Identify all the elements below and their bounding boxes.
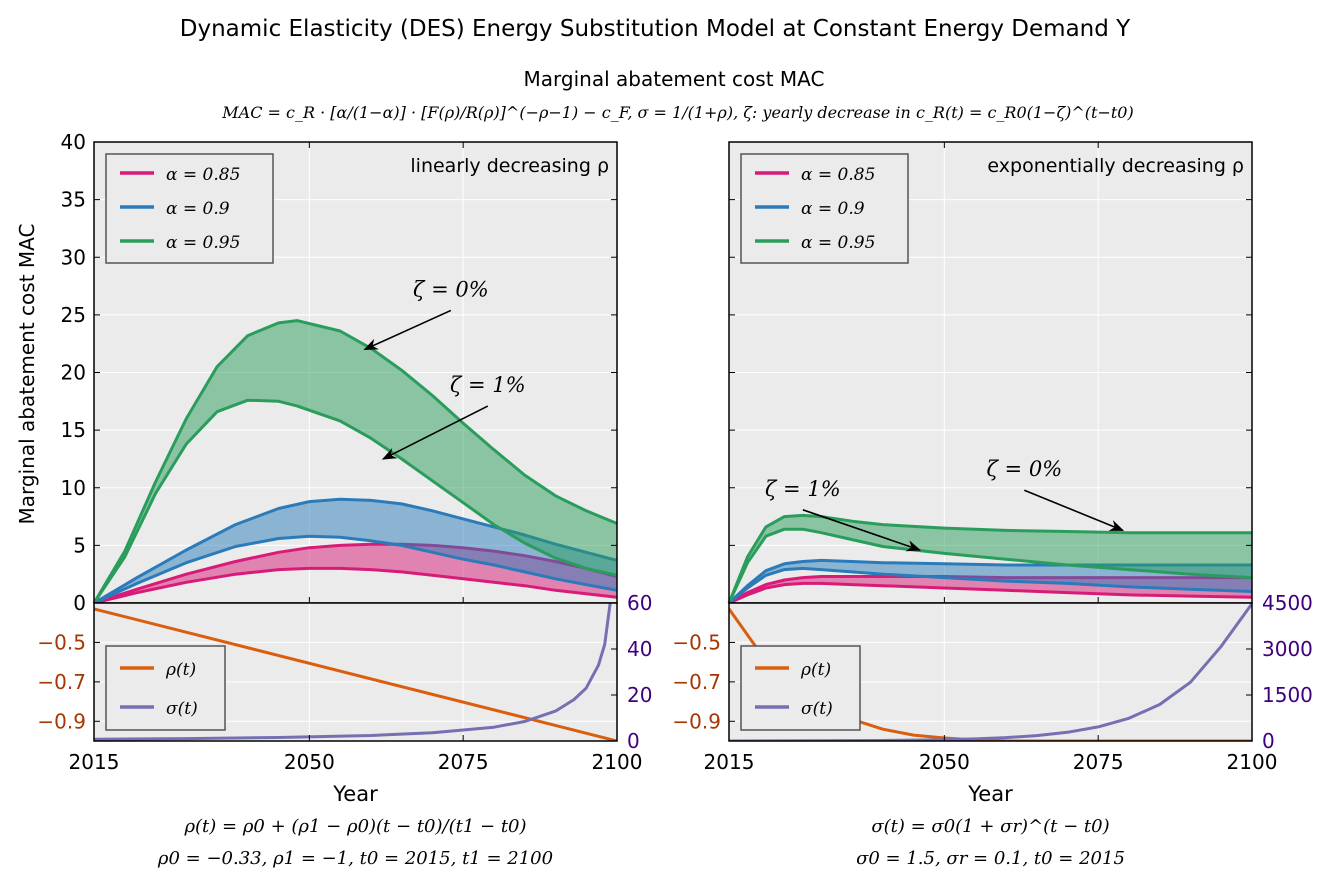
y-tick-label: 5 xyxy=(73,533,86,557)
sigma-tick-label: 60 xyxy=(627,591,652,615)
line-lower-alpha_085 xyxy=(93,566,618,605)
arrow-label: ζ = 1% xyxy=(765,477,841,501)
line-lower-alpha_09 xyxy=(93,534,618,605)
x-tick-label: 2015 xyxy=(704,750,755,774)
plot-frame xyxy=(93,602,618,742)
x-axis-label: Year xyxy=(332,782,378,806)
panel-annotation: linearly decreasing ρ xyxy=(410,155,609,177)
legend-box xyxy=(105,645,226,731)
annotation-arrow xyxy=(1024,489,1125,532)
sigma-tick-label: 0 xyxy=(627,729,640,753)
legend-label: α = 0.85 xyxy=(801,165,875,185)
x-tick-label: 2075 xyxy=(438,750,489,774)
y-tick-label: 15 xyxy=(61,418,86,442)
x-tick-label: 2015 xyxy=(69,750,120,774)
arrow-label: ζ = 1% xyxy=(450,373,526,397)
figure-title: Dynamic Elasticity (DES) Energy Substitu… xyxy=(180,16,1131,42)
x-tick-label: 2075 xyxy=(1073,750,1124,774)
legend: ρ(t) σ(t) xyxy=(740,645,861,731)
annotation-arrow xyxy=(381,405,489,460)
y-tick-label: 30 xyxy=(61,245,86,269)
annotation-arrow xyxy=(363,309,452,351)
legend-label: α = 0.85 xyxy=(166,165,240,185)
figure-subtitle: Marginal abatement cost MAC xyxy=(524,67,825,91)
sigma-tick-label: 20 xyxy=(627,683,652,707)
sigma-tick-label: 1500 xyxy=(1262,683,1313,707)
legend-label: α = 0.95 xyxy=(801,233,875,253)
plot-frame xyxy=(728,602,1253,742)
line-lower-alpha_085 xyxy=(728,581,1253,605)
legend: α = 0.85 α = 0.9 α = 0.95 xyxy=(740,153,909,264)
legend-box xyxy=(740,645,861,731)
band-alpha_095 xyxy=(729,515,1252,603)
legend-label: σ(t) xyxy=(166,699,198,719)
sigma-tick-label: 4500 xyxy=(1262,591,1313,615)
legend-label: ρ(t) xyxy=(800,660,831,680)
y-tick-label: 25 xyxy=(61,303,86,327)
axis-formula: σ(t) = σ0(1 + σr)^(t − t0) xyxy=(871,816,1109,837)
legend-label: α = 0.9 xyxy=(801,199,865,219)
panel-left-bottom: 2015 2050 2075 2100 −0.5 −0.7 −0.9 0 20 40 60 ρ(t) σ… xyxy=(37,591,652,869)
rho-tick-label: −0.5 xyxy=(672,630,721,654)
legend: ρ(t) σ(t) xyxy=(105,645,226,731)
x-tick-label: 2100 xyxy=(592,750,643,774)
line-sigma xyxy=(94,603,612,741)
y-tick-label: 40 xyxy=(61,130,86,154)
line-lower-alpha_095 xyxy=(92,398,618,604)
series-group xyxy=(94,603,617,741)
y-tick-label: 0 xyxy=(73,591,86,615)
axis-formula: ρ(t) = ρ0 + (ρ1 − ρ0)(t − t0)/(t1 − t0) xyxy=(183,816,526,837)
line-upper-alpha_095 xyxy=(727,513,1252,604)
legend-label: ρ(t) xyxy=(165,660,196,680)
legend-label: σ(t) xyxy=(801,699,833,719)
y-tick-label: 35 xyxy=(61,188,86,212)
sigma-tick-label: 40 xyxy=(627,637,652,661)
rho-tick-label: −0.7 xyxy=(37,670,86,694)
rho-tick-label: −0.9 xyxy=(672,709,721,733)
arrow-label: ζ = 0% xyxy=(413,277,489,301)
y-tick-label: 10 xyxy=(61,476,86,500)
x-tick-label: 2050 xyxy=(284,750,335,774)
x-axis-label: Year xyxy=(967,782,1013,806)
legend-label: α = 0.9 xyxy=(166,199,230,219)
legend-label: α = 0.95 xyxy=(166,233,240,253)
line-lower-alpha_095 xyxy=(727,527,1253,604)
panel-right-top: exponentially decreasing ρα = 0.85α = 0.… xyxy=(727,141,1253,605)
line-upper-alpha_095 xyxy=(92,319,618,604)
panel-left-top: 0 5 10 15 20 25 30 35 40 linearly decreasing ρ α =… xyxy=(61,130,618,615)
rho-tick-label: −0.5 xyxy=(37,630,86,654)
sigma-tick-label: 0 xyxy=(1262,729,1275,753)
sigma-tick-label: 3000 xyxy=(1262,637,1313,661)
y-tick-label: 20 xyxy=(61,361,86,385)
arrow-label: ζ = 0% xyxy=(987,457,1063,481)
band-alpha_095 xyxy=(94,320,617,603)
axis-formula: σ0 = 1.5, σr = 0.1, t0 = 2015 xyxy=(856,848,1125,869)
panel-right-bottom: 2015 2050 2075 2100 −0.5 −0.7 −0.9 0 1500 3000 450… xyxy=(672,591,1312,869)
x-tick-label: 2050 xyxy=(919,750,970,774)
figure-formula: MAC = c_R · [α/(1−α)] · [F(ρ)/R(ρ)]^(−ρ−… xyxy=(221,103,1133,122)
annotation-arrow xyxy=(802,509,922,552)
axis-formula: ρ0 = −0.33, ρ1 = −1, t0 = 2015, t1 = 210… xyxy=(157,848,553,869)
legend: α = 0.85 α = 0.9 α = 0.95 xyxy=(105,153,274,264)
rho-tick-label: −0.9 xyxy=(37,709,86,733)
y-axis-label: Marginal abatement cost MAC xyxy=(15,224,39,525)
x-tick-label: 2100 xyxy=(1227,750,1278,774)
line-lower-alpha_09 xyxy=(728,566,1253,605)
rho-tick-label: −0.7 xyxy=(672,670,721,694)
panel-annotation: exponentially decreasing ρ xyxy=(987,155,1244,177)
